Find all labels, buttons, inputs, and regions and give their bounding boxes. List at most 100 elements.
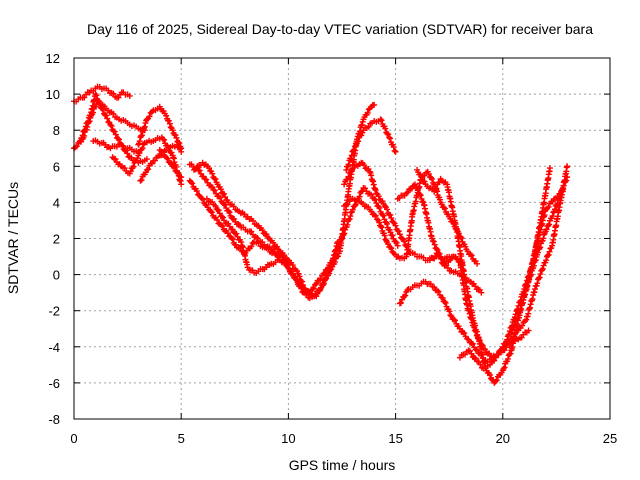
data-point <box>493 377 500 384</box>
data-point <box>110 110 117 117</box>
data-point <box>141 123 148 130</box>
data-point <box>130 163 137 170</box>
data-point <box>323 275 330 282</box>
data-point <box>319 282 326 289</box>
data-point <box>281 252 288 259</box>
data-point <box>435 249 442 256</box>
data-point <box>545 222 552 229</box>
data-point <box>164 155 171 162</box>
data-point <box>543 257 550 264</box>
data-point <box>384 220 391 227</box>
data-point <box>163 112 170 119</box>
data-point <box>380 212 387 219</box>
data-point <box>471 327 478 334</box>
data-point <box>429 176 436 183</box>
data-point <box>136 138 143 145</box>
data-point <box>381 203 388 210</box>
data-point <box>172 132 179 139</box>
data-point <box>439 295 446 302</box>
data-point <box>161 136 168 143</box>
data-point <box>112 156 119 163</box>
data-point <box>402 292 409 299</box>
data-point <box>178 145 185 152</box>
data-point <box>189 180 196 187</box>
data-point <box>418 173 425 180</box>
data-point <box>379 198 386 205</box>
y-tick-label: 4 <box>53 195 60 210</box>
data-point <box>178 181 185 188</box>
series-arc14 <box>343 116 399 173</box>
data-point <box>433 185 440 192</box>
data-point <box>552 206 559 213</box>
data-point <box>230 203 237 210</box>
data-point <box>510 323 517 330</box>
data-point <box>141 125 148 132</box>
data-point <box>168 149 175 156</box>
data-point <box>214 216 221 223</box>
data-point <box>441 298 448 305</box>
data-point <box>334 239 341 246</box>
data-point <box>491 357 498 364</box>
data-point <box>377 116 384 123</box>
series-arc8 <box>156 147 185 181</box>
data-point <box>299 281 306 288</box>
data-point <box>448 313 455 320</box>
data-point <box>216 210 223 217</box>
data-point <box>539 265 546 272</box>
data-point <box>103 112 110 119</box>
data-point <box>438 201 445 208</box>
data-point <box>476 337 483 344</box>
data-point <box>127 168 134 175</box>
x-axis-label: GPS time / hours <box>289 457 396 473</box>
data-point <box>98 105 105 112</box>
data-point <box>441 205 448 212</box>
y-tick-label: -6 <box>48 376 60 391</box>
series-arc9 <box>186 161 401 296</box>
data-point <box>376 204 383 211</box>
data-point <box>226 209 233 216</box>
data-point <box>430 238 437 245</box>
data-point <box>173 134 180 141</box>
data-point <box>285 260 292 267</box>
data-point <box>404 189 411 196</box>
data-point <box>425 170 432 177</box>
y-tick-label: 12 <box>46 51 60 66</box>
data-point <box>537 244 544 251</box>
data-point <box>275 253 282 260</box>
data-point <box>537 271 544 278</box>
data-point <box>345 161 352 168</box>
data-point <box>217 194 224 201</box>
data-point <box>404 243 411 250</box>
data-point <box>446 308 453 315</box>
data-point <box>222 201 229 208</box>
data-point <box>326 267 333 274</box>
data-point <box>355 138 362 145</box>
data-point <box>206 165 213 172</box>
data-point <box>99 106 106 113</box>
data-point <box>475 334 482 341</box>
data-point <box>233 230 240 237</box>
data-point <box>510 333 517 340</box>
data-point <box>509 327 516 334</box>
data-point <box>378 117 385 124</box>
data-point <box>503 339 510 346</box>
data-point <box>364 109 371 116</box>
data-point <box>248 228 255 235</box>
data-point <box>545 251 552 258</box>
data-point <box>143 156 150 163</box>
data-point <box>136 150 143 157</box>
data-point <box>203 176 210 183</box>
data-point <box>501 364 508 371</box>
x-tick-label: 0 <box>70 431 77 446</box>
data-point <box>87 112 94 119</box>
y-axis-label: SDTVAR / TECUs <box>5 182 21 294</box>
data-point <box>395 228 402 235</box>
data-point <box>549 213 556 220</box>
data-point <box>149 160 156 167</box>
data-point <box>501 340 508 347</box>
data-point <box>299 278 306 285</box>
data-point <box>77 138 84 145</box>
data-point <box>371 195 378 202</box>
y-tick-label: -2 <box>48 304 60 319</box>
